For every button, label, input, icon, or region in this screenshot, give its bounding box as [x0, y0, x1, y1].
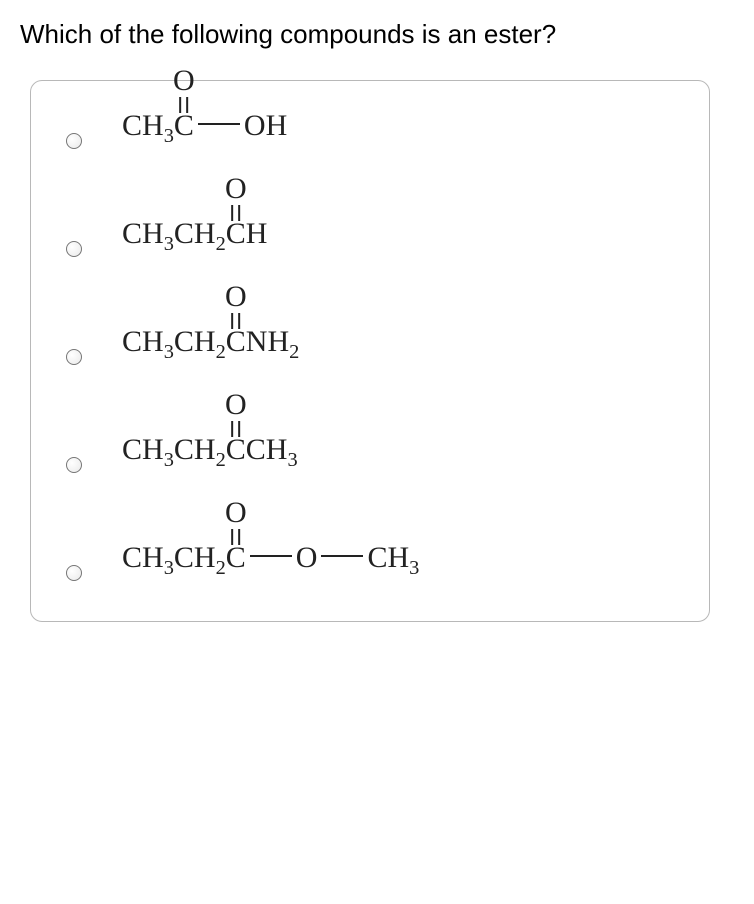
opt-c-carbonyl-o: O — [225, 282, 247, 312]
opt-d-ch2: CH — [174, 433, 216, 466]
opt-a-ch3-c: CH — [122, 109, 164, 142]
single-bond-icon — [198, 123, 240, 125]
opt-c-ch2: CH — [174, 325, 216, 358]
double-bond-icon — [231, 421, 240, 437]
opt-b-tail: H — [246, 219, 268, 249]
opt-e-tail-sub: 3 — [409, 557, 419, 579]
option-e[interactable]: CH3CH2 O C OCH3 — [51, 543, 689, 581]
opt-d-tail: CH — [246, 433, 288, 466]
option-d[interactable]: CH3CH2 O C CH3 — [51, 435, 689, 473]
opt-b-ch3-sub: 3 — [164, 233, 174, 255]
option-c[interactable]: CH3CH2 O C NH2 — [51, 327, 689, 365]
opt-a-tail: OH — [244, 111, 287, 141]
opt-b-ch2-sub: 2 — [216, 233, 226, 255]
single-bond-icon — [321, 555, 363, 557]
formula-b: CH3CH2 O C H — [122, 219, 267, 249]
double-bond-icon — [231, 205, 240, 221]
formula-e: CH3CH2 O C OCH3 — [122, 543, 419, 573]
radio-d[interactable] — [66, 457, 82, 473]
formula-a: CH3 O C OH — [122, 111, 287, 141]
options-container: CH3 O C OH CH3CH2 O C H — [30, 80, 710, 622]
opt-b-ch2: CH — [174, 217, 216, 250]
opt-c-carbonyl: O C — [226, 327, 246, 357]
opt-b-carbonyl-o: O — [225, 174, 247, 204]
opt-e-ch3: CH — [122, 541, 164, 574]
double-bond-icon — [231, 313, 240, 329]
opt-c-tail-sub: 2 — [289, 341, 299, 363]
opt-e-carbonyl: O C — [226, 543, 246, 573]
formula-c: CH3CH2 O C NH2 — [122, 327, 299, 357]
radio-c[interactable] — [66, 349, 82, 365]
radio-a[interactable] — [66, 133, 82, 149]
opt-b-ch3: CH — [122, 217, 164, 250]
opt-a-carbonyl-c: C — [174, 109, 194, 142]
opt-d-ch3: CH — [122, 433, 164, 466]
opt-e-o-between: O — [296, 543, 318, 573]
opt-c-ch3: CH — [122, 325, 164, 358]
double-bond-icon — [179, 97, 188, 113]
opt-e-carbonyl-c: C — [226, 541, 246, 574]
opt-e-ch2: CH — [174, 541, 216, 574]
opt-c-ch2-sub: 2 — [216, 341, 226, 363]
opt-c-tail: NH — [246, 325, 289, 358]
opt-d-carbonyl-c: C — [226, 433, 246, 466]
opt-a-carbonyl-o: O — [173, 66, 195, 96]
radio-b[interactable] — [66, 241, 82, 257]
opt-d-carbonyl: O C — [226, 435, 246, 465]
opt-d-ch2-sub: 2 — [216, 449, 226, 471]
single-bond-icon — [250, 555, 292, 557]
opt-d-tail-sub: 3 — [287, 449, 297, 471]
opt-d-carbonyl-o: O — [225, 390, 247, 420]
option-b[interactable]: CH3CH2 O C H — [51, 219, 689, 257]
opt-a-carbonyl: O C — [174, 111, 194, 141]
option-a[interactable]: CH3 O C OH — [51, 111, 689, 149]
opt-d-ch3-sub: 3 — [164, 449, 174, 471]
opt-e-tail: CH — [367, 541, 409, 574]
opt-b-carbonyl: O C — [226, 219, 246, 249]
formula-d: CH3CH2 O C CH3 — [122, 435, 298, 465]
double-bond-icon — [231, 529, 240, 545]
question-text: Which of the following compounds is an e… — [0, 0, 754, 60]
opt-b-carbonyl-c: C — [226, 217, 246, 250]
radio-e[interactable] — [66, 565, 82, 581]
opt-e-ch2-sub: 2 — [216, 557, 226, 579]
opt-e-ch3-sub: 3 — [164, 557, 174, 579]
opt-e-carbonyl-o: O — [225, 498, 247, 528]
opt-c-carbonyl-c: C — [226, 325, 246, 358]
opt-c-ch3-sub: 3 — [164, 341, 174, 363]
opt-a-ch3-sub: 3 — [164, 125, 174, 147]
